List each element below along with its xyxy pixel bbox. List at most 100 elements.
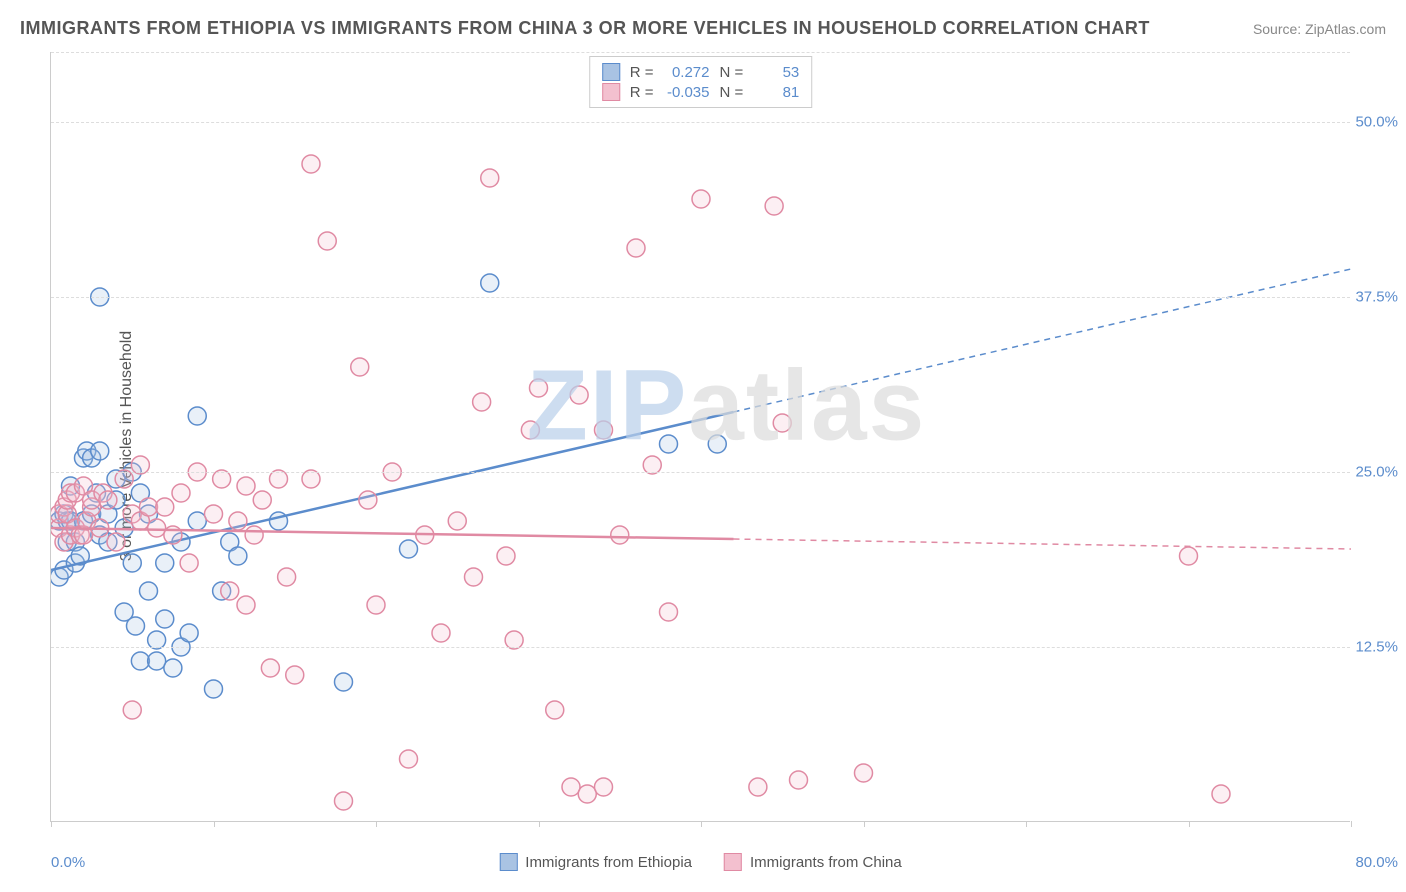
scatter-point xyxy=(131,652,149,670)
scatter-point xyxy=(335,673,353,691)
scatter-point xyxy=(562,778,580,796)
scatter-point xyxy=(148,652,166,670)
grid-line xyxy=(51,472,1350,473)
scatter-point xyxy=(164,659,182,677)
scatter-point xyxy=(530,379,548,397)
scatter-point xyxy=(229,512,247,530)
x-tick-mark xyxy=(701,821,702,827)
scatter-point xyxy=(156,610,174,628)
scatter-point xyxy=(91,442,109,460)
y-tick-label: 50.0% xyxy=(1355,114,1398,131)
scatter-point xyxy=(692,190,710,208)
scatter-point xyxy=(335,792,353,810)
chart-title: IMMIGRANTS FROM ETHIOPIA VS IMMIGRANTS F… xyxy=(20,18,1150,39)
x-tick-mark xyxy=(1026,821,1027,827)
legend-item: Immigrants from China xyxy=(724,853,902,871)
scatter-point xyxy=(546,701,564,719)
x-axis-end-label: 80.0% xyxy=(1355,854,1398,871)
scatter-point xyxy=(245,526,263,544)
scatter-point xyxy=(400,750,418,768)
scatter-point xyxy=(1180,547,1198,565)
scatter-point xyxy=(261,659,279,677)
scatter-point xyxy=(481,169,499,187)
scatter-point xyxy=(123,701,141,719)
scatter-point xyxy=(465,568,483,586)
scatter-point xyxy=(221,582,239,600)
scatter-point xyxy=(660,435,678,453)
scatter-point xyxy=(302,155,320,173)
scatter-point xyxy=(611,526,629,544)
scatter-point xyxy=(367,596,385,614)
x-tick-mark xyxy=(51,821,52,827)
scatter-point xyxy=(127,617,145,635)
scatter-point xyxy=(708,435,726,453)
grid-line xyxy=(51,122,1350,123)
x-tick-mark xyxy=(1351,821,1352,827)
stat-n-label: N = xyxy=(720,84,744,101)
x-tick-mark xyxy=(1189,821,1190,827)
scatter-point xyxy=(432,624,450,642)
scatter-point xyxy=(107,533,125,551)
scatter-point xyxy=(521,421,539,439)
scatter-point xyxy=(286,666,304,684)
scatter-point xyxy=(156,498,174,516)
trend-line-dashed xyxy=(734,269,1352,412)
scatter-point xyxy=(205,505,223,523)
scatter-point xyxy=(172,484,190,502)
scatter-point xyxy=(497,547,515,565)
legend-swatch xyxy=(602,83,620,101)
stat-n-label: N = xyxy=(720,64,744,81)
x-tick-mark xyxy=(214,821,215,827)
scatter-point xyxy=(359,491,377,509)
scatter-point xyxy=(1212,785,1230,803)
scatter-point xyxy=(855,764,873,782)
scatter-point xyxy=(205,680,223,698)
scatter-point xyxy=(318,232,336,250)
scatter-point xyxy=(773,414,791,432)
scatter-point xyxy=(473,393,491,411)
correlation-stat-box: R =0.272N =53R =-0.035N =81 xyxy=(589,56,813,108)
legend-label: Immigrants from China xyxy=(750,854,902,871)
grid-line xyxy=(51,297,1350,298)
stat-r-label: R = xyxy=(630,64,654,81)
legend-label: Immigrants from Ethiopia xyxy=(525,854,692,871)
scatter-point xyxy=(156,554,174,572)
scatter-point xyxy=(595,421,613,439)
trend-line-solid xyxy=(51,412,734,570)
grid-line xyxy=(51,52,1350,53)
scatter-point xyxy=(660,603,678,621)
legend-swatch xyxy=(499,853,517,871)
stat-row: R = 0.272 N = 53 xyxy=(602,63,800,81)
scatter-point xyxy=(595,778,613,796)
source-attribution: Source: ZipAtlas.com xyxy=(1253,21,1386,37)
legend-swatch xyxy=(724,853,742,871)
scatter-point xyxy=(148,519,166,537)
plot-svg xyxy=(51,52,1351,822)
scatter-point xyxy=(237,596,255,614)
scatter-point xyxy=(627,239,645,257)
scatter-point xyxy=(229,547,247,565)
grid-line xyxy=(51,647,1350,648)
bottom-legend: Immigrants from Ethiopia Immigrants from … xyxy=(499,853,901,871)
stat-n-value: 53 xyxy=(753,64,799,81)
scatter-point xyxy=(237,477,255,495)
scatter-point xyxy=(749,778,767,796)
scatter-point xyxy=(253,491,271,509)
scatter-point xyxy=(188,512,206,530)
stat-row: R =-0.035N =81 xyxy=(602,83,800,101)
scatter-point xyxy=(448,512,466,530)
x-tick-mark xyxy=(864,821,865,827)
scatter-point xyxy=(140,498,158,516)
stat-r-label: R = xyxy=(630,84,654,101)
scatter-point xyxy=(765,197,783,215)
y-tick-label: 37.5% xyxy=(1355,289,1398,306)
y-tick-label: 25.0% xyxy=(1355,464,1398,481)
scatter-point xyxy=(188,407,206,425)
trend-line-dashed xyxy=(734,539,1352,549)
stat-r-value: 0.272 xyxy=(664,64,710,81)
x-tick-mark xyxy=(539,821,540,827)
scatter-point xyxy=(123,554,141,572)
scatter-point xyxy=(790,771,808,789)
scatter-point xyxy=(570,386,588,404)
stat-n-value: 81 xyxy=(753,84,799,101)
